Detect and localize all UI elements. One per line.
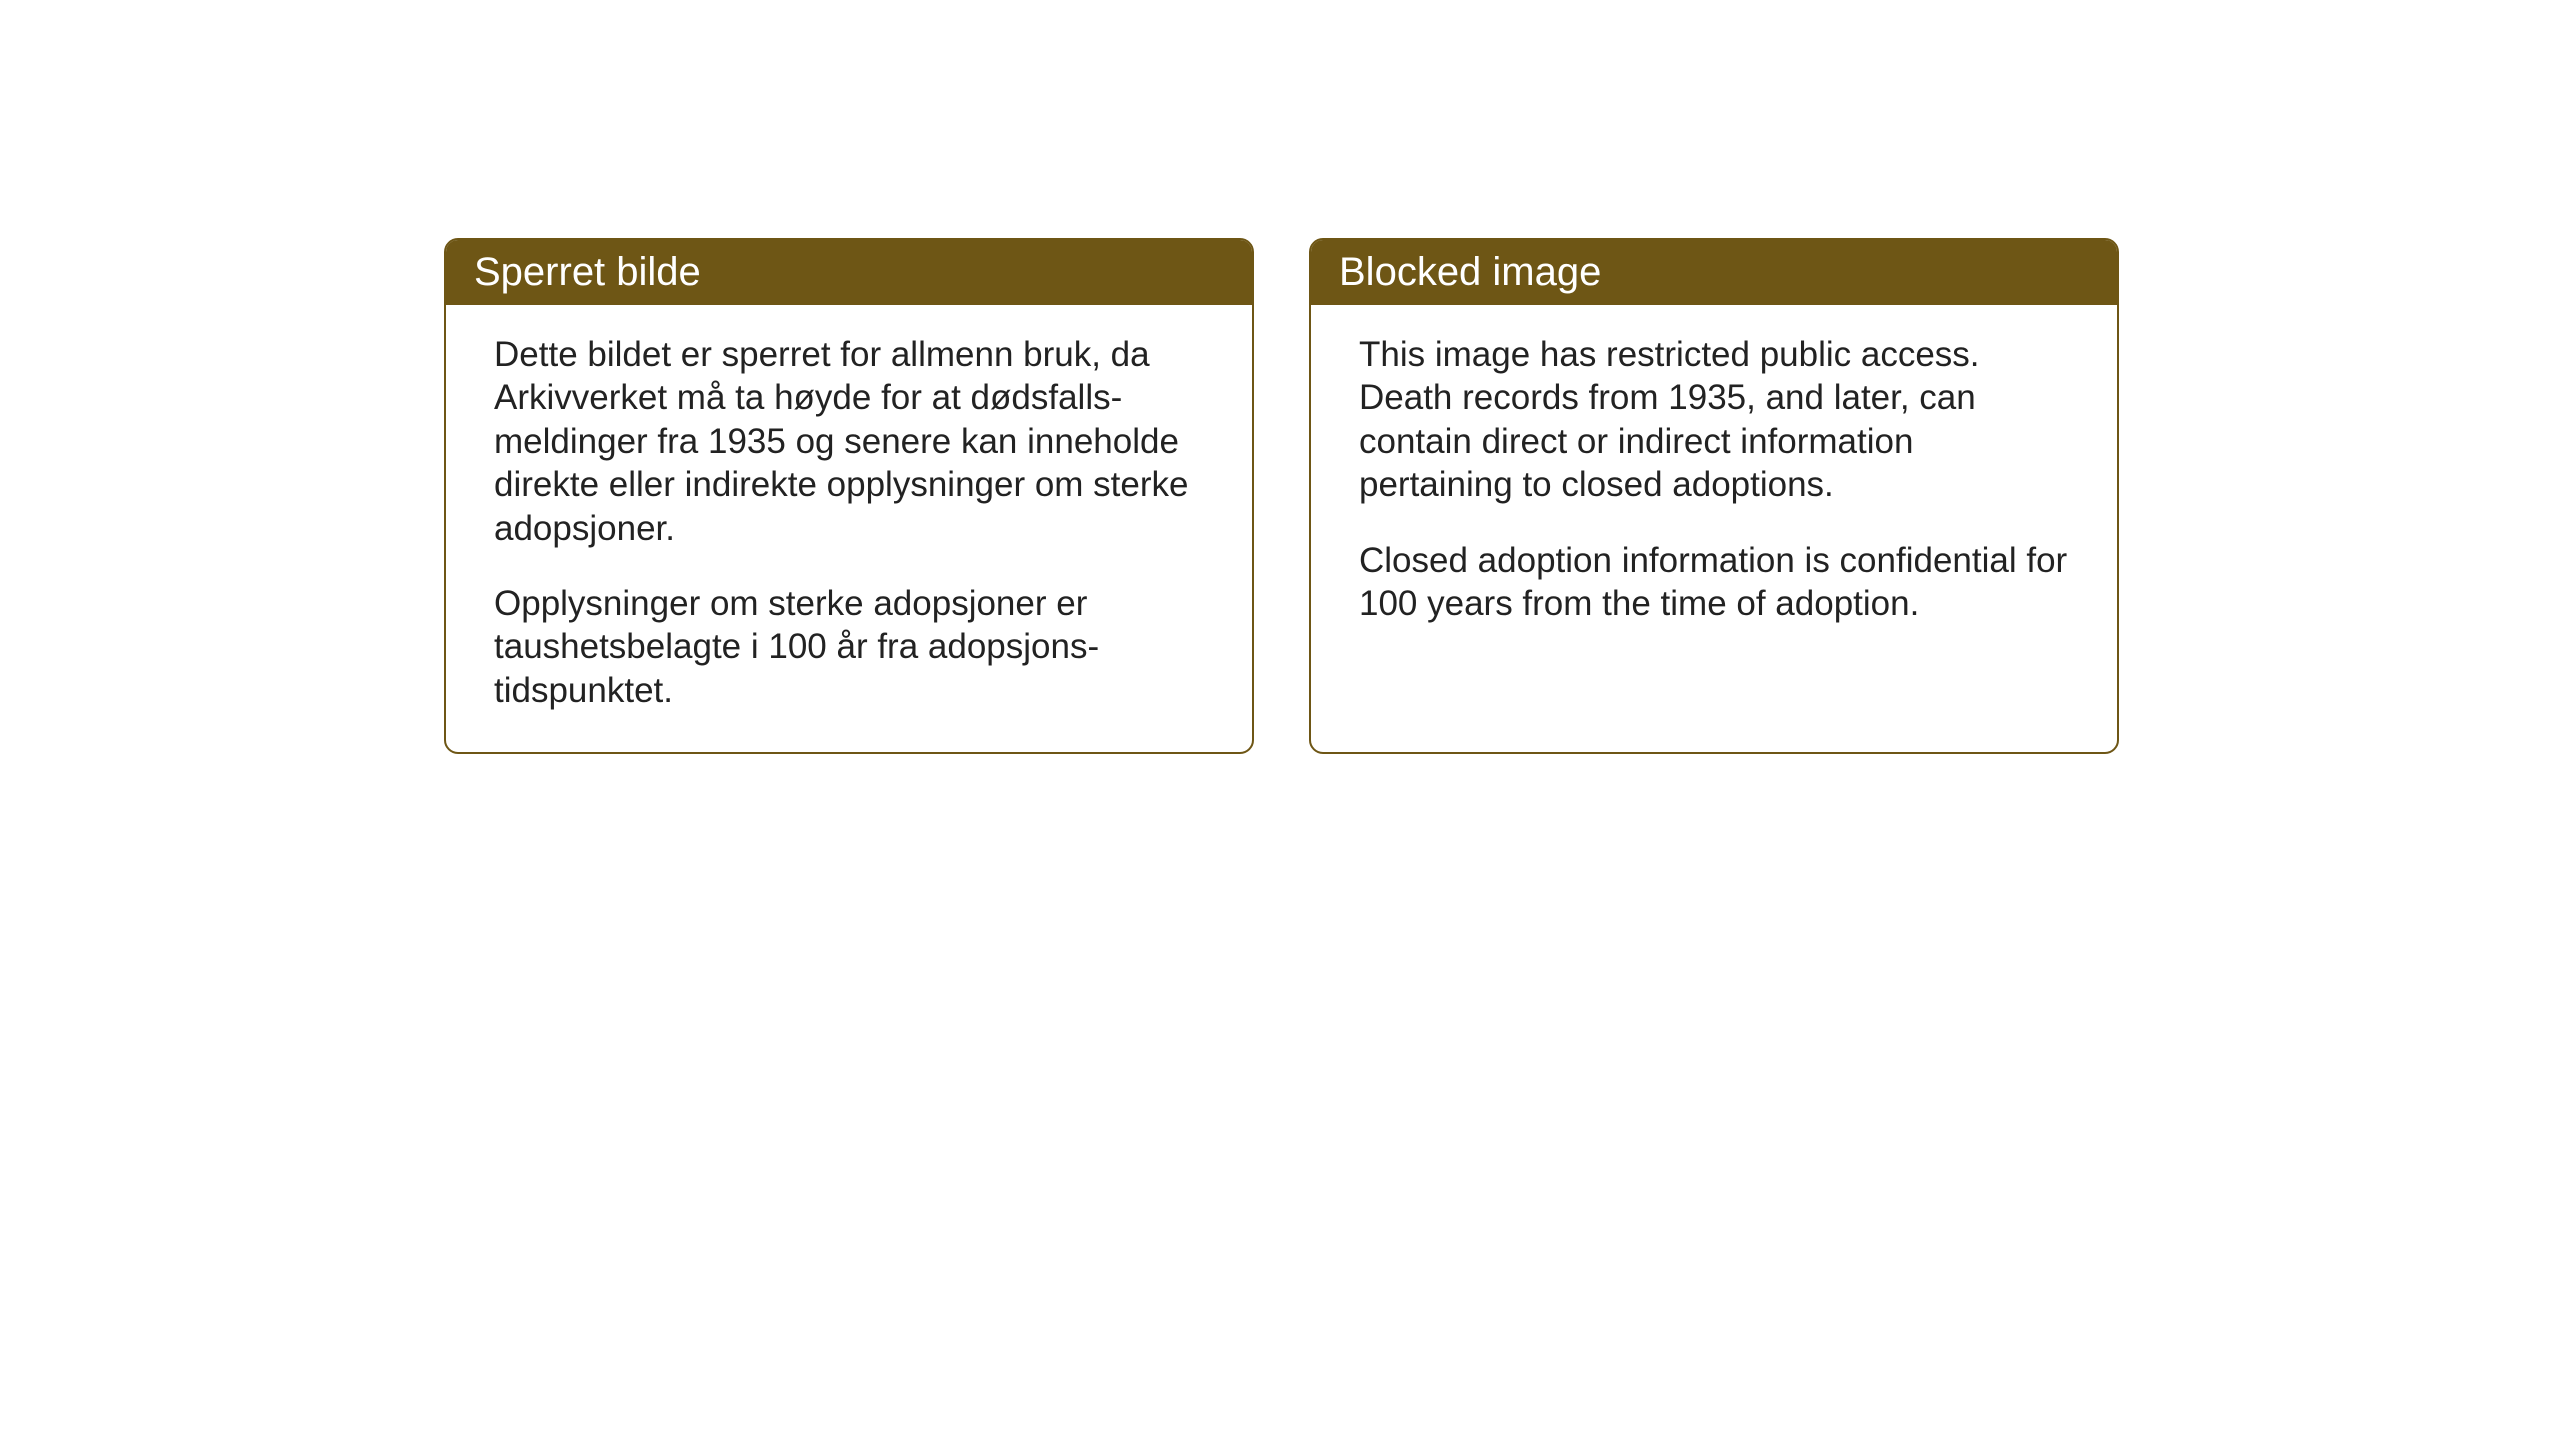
- notice-cards-container: Sperret bilde Dette bildet er sperret fo…: [444, 238, 2119, 754]
- card-header-english: Blocked image: [1311, 240, 2117, 305]
- card-header-norwegian: Sperret bilde: [446, 240, 1252, 305]
- card-body-norwegian: Dette bildet er sperret for allmenn bruk…: [446, 305, 1252, 752]
- paragraph-english-2: Closed adoption information is confident…: [1359, 539, 2069, 626]
- paragraph-norwegian-2: Opplysninger om sterke adopsjoner er tau…: [494, 582, 1204, 712]
- notice-card-english: Blocked image This image has restricted …: [1309, 238, 2119, 754]
- paragraph-english-1: This image has restricted public access.…: [1359, 333, 2069, 507]
- notice-card-norwegian: Sperret bilde Dette bildet er sperret fo…: [444, 238, 1254, 754]
- card-body-english: This image has restricted public access.…: [1311, 305, 2117, 665]
- paragraph-norwegian-1: Dette bildet er sperret for allmenn bruk…: [494, 333, 1204, 550]
